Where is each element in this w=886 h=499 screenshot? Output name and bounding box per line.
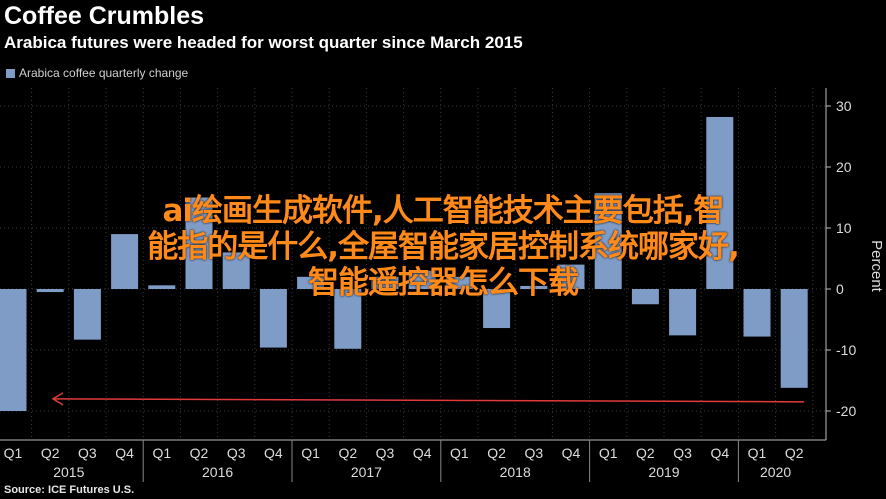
bar — [0, 289, 27, 411]
x-tick-label: Q4 — [115, 445, 134, 461]
x-tick-label: Q1 — [152, 445, 171, 461]
x-tick-label: Q4 — [413, 445, 432, 461]
x-tick-label: Q1 — [599, 445, 618, 461]
bar — [222, 252, 250, 289]
x-tick-label: Q2 — [338, 445, 357, 461]
year-label: 2020 — [760, 464, 791, 480]
legend-swatch — [6, 68, 15, 78]
y-axis-label: Percent — [868, 240, 885, 293]
x-tick-label: Q2 — [785, 445, 804, 461]
bar — [297, 276, 325, 289]
y-tick-label: 20 — [836, 159, 852, 175]
x-tick-label: Q1 — [748, 445, 767, 461]
bar — [557, 264, 585, 289]
bar — [743, 289, 771, 337]
bar — [669, 289, 697, 336]
chart-legend: Arabica coffee quarterly change — [6, 66, 188, 80]
bar — [780, 289, 808, 388]
bar — [185, 197, 213, 289]
bar — [334, 289, 362, 349]
overlay-line-1: ai绘画生成软件,人工智能技术主要包括,智 — [162, 193, 724, 229]
x-tick-label: Q2 — [636, 445, 655, 461]
legend-label: Arabica coffee quarterly change — [19, 66, 189, 80]
x-tick-label: Q1 — [301, 445, 320, 461]
y-tick-label: -20 — [836, 403, 856, 419]
x-tick-label: Q4 — [264, 445, 283, 461]
x-tick-label: Q3 — [376, 445, 395, 461]
bar — [594, 193, 622, 289]
arrow-head — [51, 392, 64, 406]
y-tick-label: -10 — [836, 342, 856, 358]
source-note: Source: ICE Futures U.S. — [4, 484, 135, 496]
chart-title: Coffee Crumbles — [4, 2, 205, 30]
year-label: 2015 — [53, 464, 84, 480]
bar — [111, 234, 139, 289]
x-tick-label: Q3 — [78, 445, 97, 461]
x-tick-label: Q1 — [4, 445, 23, 461]
x-tick-label: Q2 — [487, 445, 506, 461]
x-tick-label: Q3 — [524, 445, 543, 461]
arrow-line — [52, 398, 805, 403]
bar — [36, 289, 64, 293]
bar — [408, 270, 436, 289]
x-tick-label: Q2 — [41, 445, 60, 461]
y-tick-label: 0 — [836, 281, 844, 297]
bar — [148, 285, 176, 289]
x-tick-label: Q3 — [673, 445, 692, 461]
bar — [483, 289, 511, 329]
year-label: 2017 — [351, 464, 382, 480]
overlay-line-2: 能指的是什么,全屋智能家居控制系统哪家好, — [147, 229, 740, 265]
x-tick-label: Q3 — [227, 445, 246, 461]
overlay-line-3: 智能遥控器怎么下载 — [308, 265, 579, 301]
bar — [706, 116, 734, 289]
y-tick-label: 30 — [836, 98, 852, 114]
x-tick-label: Q4 — [710, 445, 729, 461]
watermark-overlay-text: ai绘画生成软件,人工智能技术主要包括,智 能指的是什么,全屋智能家居控制系统哪… — [0, 193, 886, 301]
y-tick-label: 10 — [836, 220, 852, 236]
year-label: 2019 — [648, 464, 679, 480]
year-label: 2018 — [500, 464, 531, 480]
year-label: 2016 — [202, 464, 233, 480]
x-tick-label: Q2 — [190, 445, 209, 461]
chart-subtitle: Arabica futures were headed for worst qu… — [4, 33, 523, 52]
bar — [445, 276, 473, 289]
bar — [631, 289, 659, 305]
x-tick-label: Q1 — [450, 445, 469, 461]
bar — [371, 276, 399, 289]
bar — [73, 289, 101, 340]
x-tick-label: Q4 — [562, 445, 581, 461]
bar — [520, 285, 548, 289]
bar — [259, 289, 287, 348]
